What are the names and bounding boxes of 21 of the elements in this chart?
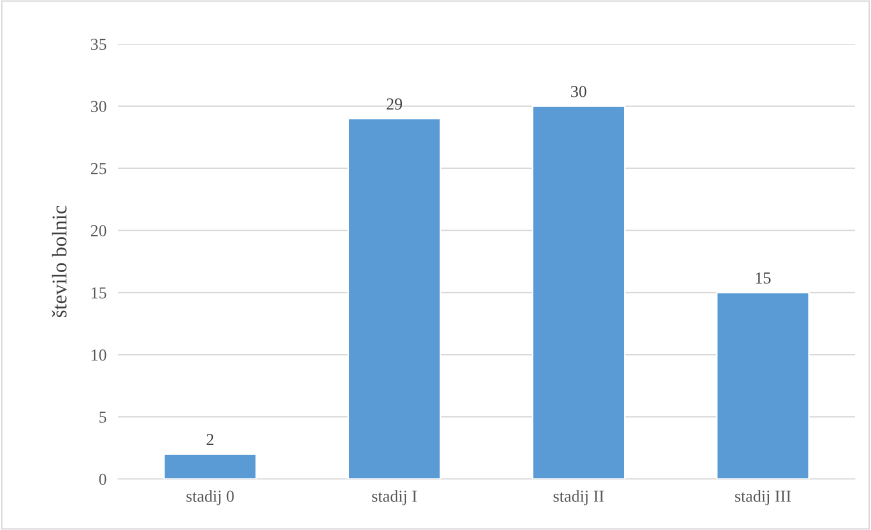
y-axis-title: število bolnic — [52, 206, 67, 318]
y-tick-label: 20 — [90, 225, 106, 236]
x-tick-label: stadij 0 — [186, 490, 234, 506]
y-tick-label: 0 — [99, 474, 106, 485]
y-tick-label: 35 — [91, 38, 106, 50]
data-label: 29 — [386, 98, 402, 110]
y-tick-label: 15 — [92, 287, 106, 299]
bar — [163, 453, 257, 479]
data-label: 15 — [756, 272, 771, 284]
y-tick-label: 5 — [100, 412, 106, 423]
bar — [716, 292, 810, 479]
x-tick-label: stadij II — [554, 490, 604, 506]
y-tick-label: 10 — [92, 349, 106, 361]
x-tick-label: stadij III — [735, 490, 791, 506]
x-tick-label: stadij I — [372, 490, 417, 506]
bar — [532, 105, 626, 479]
data-label: 30 — [571, 86, 586, 98]
data-label: 2 — [206, 434, 214, 446]
bar — [348, 118, 442, 479]
y-tick-label: 30 — [91, 100, 106, 112]
y-tick-label: 25 — [90, 163, 106, 174]
